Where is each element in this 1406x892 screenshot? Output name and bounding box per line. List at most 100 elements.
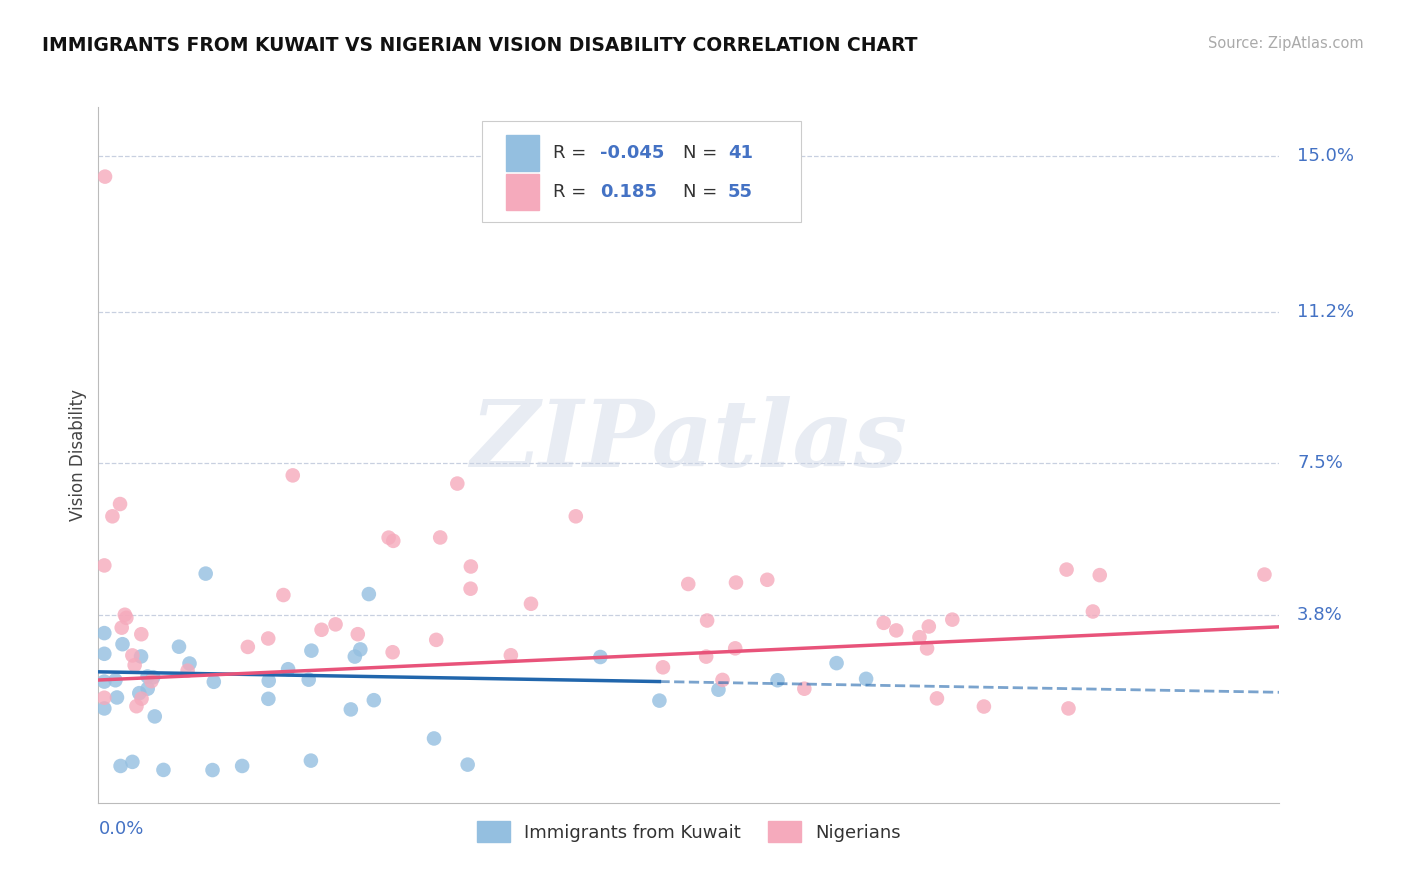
Text: Source: ZipAtlas.com: Source: ZipAtlas.com — [1208, 36, 1364, 51]
Point — [695, 649, 717, 664]
Point — [460, 559, 482, 574]
Point — [499, 648, 522, 663]
Point — [257, 691, 280, 706]
Point — [142, 670, 165, 684]
Point — [94, 169, 117, 184]
Text: 3.8%: 3.8% — [1298, 606, 1343, 624]
Point — [908, 630, 931, 644]
Point — [1088, 568, 1111, 582]
Text: 0.185: 0.185 — [600, 183, 658, 201]
Point — [1253, 567, 1275, 582]
Point — [460, 582, 482, 596]
Point — [343, 649, 366, 664]
Point — [194, 566, 217, 581]
Point — [925, 691, 948, 706]
Point — [124, 658, 146, 673]
Text: 41: 41 — [728, 144, 754, 162]
Text: N =: N = — [683, 183, 723, 201]
Point — [257, 673, 280, 688]
Bar — [506, 135, 538, 171]
Point — [110, 759, 132, 773]
Text: R =: R = — [553, 183, 592, 201]
Point — [325, 617, 347, 632]
Point — [167, 640, 190, 654]
Point — [423, 731, 446, 746]
Point — [855, 672, 877, 686]
Point — [1056, 563, 1078, 577]
Y-axis label: Vision Disability: Vision Disability — [69, 389, 87, 521]
Point — [884, 624, 907, 638]
Point — [652, 660, 675, 674]
Point — [724, 575, 747, 590]
Point — [136, 681, 159, 696]
Point — [382, 533, 405, 548]
Point — [520, 597, 543, 611]
Point — [349, 642, 371, 657]
Point — [105, 690, 128, 705]
Point — [425, 632, 447, 647]
Point — [696, 614, 718, 628]
Text: 7.5%: 7.5% — [1298, 454, 1343, 472]
Point — [101, 509, 124, 524]
Point — [299, 643, 322, 657]
Point — [121, 648, 143, 663]
Point — [143, 709, 166, 723]
Point — [141, 674, 163, 689]
Point — [231, 759, 253, 773]
Point — [176, 664, 198, 678]
Legend: Immigrants from Kuwait, Nigerians: Immigrants from Kuwait, Nigerians — [470, 814, 908, 849]
Point — [125, 699, 148, 714]
Point — [711, 673, 734, 687]
Point — [121, 755, 143, 769]
Point — [311, 623, 333, 637]
Point — [298, 673, 321, 687]
Point — [93, 626, 115, 640]
FancyBboxPatch shape — [482, 121, 801, 222]
Point — [915, 641, 938, 656]
Point — [128, 686, 150, 700]
Point — [114, 607, 136, 622]
Point — [565, 509, 588, 524]
Point — [707, 682, 730, 697]
Point — [136, 669, 159, 683]
Point — [129, 627, 152, 641]
Point — [281, 468, 304, 483]
Text: -0.045: -0.045 — [600, 144, 665, 162]
Point — [793, 681, 815, 696]
Point — [236, 640, 259, 654]
Point — [363, 693, 385, 707]
Text: ZIPatlas: ZIPatlas — [471, 396, 907, 486]
Point — [115, 611, 138, 625]
Point — [129, 649, 152, 664]
Point — [457, 757, 479, 772]
Point — [377, 531, 399, 545]
Point — [973, 699, 995, 714]
Point — [873, 615, 896, 630]
Point — [678, 577, 700, 591]
Point — [1057, 701, 1080, 715]
Point — [202, 674, 225, 689]
Point — [724, 641, 747, 656]
Point — [340, 702, 363, 716]
Point — [277, 662, 299, 676]
Point — [111, 637, 134, 651]
Point — [131, 691, 153, 706]
Point — [257, 632, 280, 646]
Point — [357, 587, 380, 601]
Point — [273, 588, 295, 602]
Bar — [506, 174, 538, 210]
Point — [93, 701, 115, 715]
Point — [93, 674, 115, 689]
Point — [446, 476, 468, 491]
Text: 15.0%: 15.0% — [1298, 147, 1354, 165]
Point — [93, 690, 115, 705]
Point — [1081, 605, 1104, 619]
Point — [429, 531, 451, 545]
Point — [648, 693, 671, 707]
Point — [93, 558, 115, 573]
Point — [766, 673, 789, 688]
Text: 0.0%: 0.0% — [98, 821, 143, 838]
Text: 55: 55 — [728, 183, 754, 201]
Point — [104, 673, 127, 688]
Point — [756, 573, 779, 587]
